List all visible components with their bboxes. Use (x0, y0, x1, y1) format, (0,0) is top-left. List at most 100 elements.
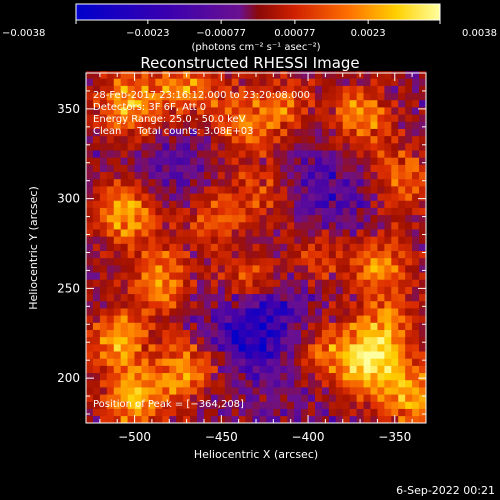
heatmap-cell (155, 401, 163, 409)
heatmap-cell (99, 221, 108, 230)
heatmap-cell (176, 186, 184, 194)
heatmap-cell (127, 99, 135, 108)
heatmap-cell (266, 128, 274, 137)
heatmap-cell (266, 157, 274, 165)
heatmap-cell (141, 164, 149, 173)
heatmap-cell (86, 92, 94, 101)
heatmap-cell (169, 308, 177, 316)
heatmap-cell (106, 186, 115, 194)
heatmap-cell (176, 236, 184, 244)
heatmap-cell (183, 265, 191, 273)
heatmap-cell (162, 329, 170, 338)
heatmap-cell (252, 85, 260, 94)
heatmap-cell (363, 351, 371, 359)
heatmap-cell (176, 114, 184, 122)
heatmap-cell (190, 394, 198, 402)
heatmap-cell (308, 336, 316, 345)
heatmap-cell (314, 243, 323, 251)
heatmap-cell (405, 272, 413, 280)
heatmap-cell (287, 300, 295, 309)
heatmap-cell (349, 71, 357, 79)
heatmap-cell (224, 114, 233, 122)
heatmap-cell (113, 300, 121, 309)
heatmap-cell (308, 99, 316, 108)
heatmap-cell (120, 121, 128, 129)
heatmap-cell (273, 107, 281, 115)
heatmap-cell (238, 178, 246, 187)
heatmap-cell (419, 336, 427, 345)
heatmap-cell (141, 99, 149, 108)
heatmap-cell (412, 236, 420, 244)
heatmap-cell (162, 308, 170, 316)
heatmap-cell (120, 315, 128, 323)
heatmap-cell (335, 315, 344, 323)
heatmap-cell (294, 279, 302, 287)
heatmap-cell (106, 372, 115, 381)
heatmap-cell (280, 243, 288, 251)
heatmap-cell (398, 85, 406, 94)
heatmap-cell (356, 379, 364, 388)
heatmap-cell (217, 272, 226, 280)
heatmap-cell (197, 358, 205, 366)
heatmap-cell (287, 265, 295, 273)
heatmap-cell (183, 186, 191, 194)
heatmap-cell (335, 379, 344, 388)
heatmap-cell (342, 344, 350, 352)
heatmap-cell (155, 92, 163, 101)
heatmap-cell (328, 207, 337, 216)
heatmap-cell (197, 329, 205, 338)
heatmap-cell (377, 351, 385, 359)
heatmap-cell (412, 250, 420, 259)
heatmap-cell (294, 308, 302, 316)
heatmap-cell (342, 315, 350, 323)
heatmap-cell (308, 78, 316, 86)
heatmap-cell (301, 221, 309, 230)
heatmap-cell (127, 157, 135, 165)
heatmap-cell (155, 372, 163, 381)
heatmap-cell (210, 322, 219, 330)
heatmap-cell (419, 236, 427, 244)
heatmap-cell (342, 365, 350, 374)
heatmap-cell (335, 415, 344, 424)
heatmap-cell (377, 193, 385, 201)
heatmap-cell (335, 351, 344, 359)
heatmap-cell (405, 308, 413, 316)
heatmap-cell (328, 272, 337, 280)
heatmap-cell (349, 329, 357, 338)
heatmap-cell (259, 308, 267, 316)
heatmap-cell (419, 308, 427, 316)
heatmap-cell (155, 308, 163, 316)
heatmap-cell (314, 107, 323, 115)
heatmap-cell (106, 85, 115, 94)
heatmap-cell (391, 114, 399, 122)
heatmap-cell (148, 164, 156, 173)
heatmap-cell (203, 300, 212, 309)
heatmap-cell (259, 257, 267, 266)
heatmap-cell (349, 193, 357, 201)
heatmap-cell (287, 408, 295, 417)
heatmap-cell (197, 365, 205, 374)
heatmap-cell (363, 286, 371, 295)
heatmap-cell (127, 200, 135, 208)
heatmap-cell (356, 408, 364, 417)
heatmap-cell (169, 164, 177, 173)
heatmap-cell (335, 394, 344, 402)
heatmap-cell (391, 379, 399, 388)
heatmap-cell (384, 193, 392, 201)
heatmap-cell (405, 408, 413, 417)
heatmap-cell (113, 92, 121, 101)
heatmap-cell (266, 372, 274, 381)
heatmap-cell (176, 415, 184, 424)
heatmap-cell (266, 315, 274, 323)
heatmap-cell (349, 272, 357, 280)
heatmap-cell (155, 358, 163, 366)
heatmap-cell (273, 286, 281, 295)
heatmap-cell (349, 150, 357, 158)
heatmap-cell (127, 178, 135, 187)
heatmap-cell (391, 401, 399, 409)
heatmap-cell (224, 178, 233, 187)
heatmap-cell (176, 92, 184, 101)
heatmap-cell (259, 250, 267, 259)
heatmap-cell (238, 300, 246, 309)
heatmap-cell (273, 221, 281, 230)
